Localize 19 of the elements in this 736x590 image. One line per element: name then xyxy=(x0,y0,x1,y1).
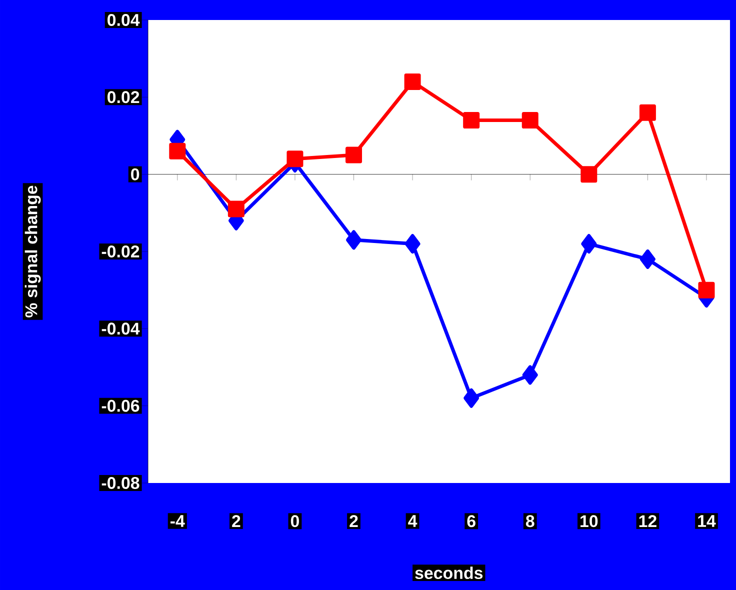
x-tick-label: 14 xyxy=(698,515,716,527)
x-tick-label: 6 xyxy=(467,515,476,528)
y-tick-label: -0.02 xyxy=(102,245,140,258)
y-tick-label: 0.04 xyxy=(108,14,140,26)
y-tick-label: 0.02 xyxy=(108,91,140,104)
x-tick-label: 4 xyxy=(408,515,418,527)
y-tick-label: -0.04 xyxy=(102,322,140,335)
x-tick-label: 2 xyxy=(350,515,358,528)
y-axis-title: % signal change xyxy=(24,186,41,318)
x-tick-label: 2 xyxy=(232,515,240,528)
x-tick-label: -4 xyxy=(170,515,185,527)
x-tick-label: 0 xyxy=(290,515,299,528)
x-tick-label: 10 xyxy=(580,515,598,528)
x-tick-label: 12 xyxy=(639,515,656,528)
y-tick-label: -0.08 xyxy=(102,476,140,489)
y-tick-label: 0 xyxy=(131,168,140,180)
x-axis-title: seconds xyxy=(415,566,483,580)
y-tick-label: -0.06 xyxy=(102,400,140,412)
x-tick-label: 8 xyxy=(526,515,534,528)
